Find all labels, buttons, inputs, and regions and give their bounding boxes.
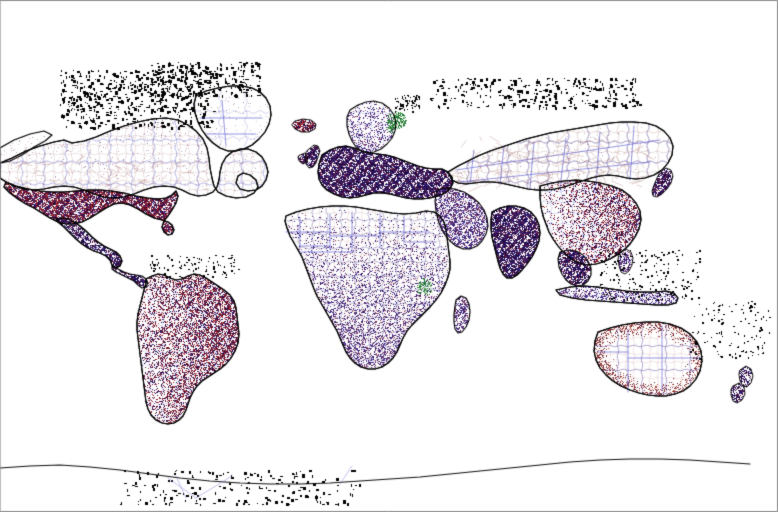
map-viewport[interactable] — [0, 0, 778, 512]
world-map-vector-overlay — [0, 0, 778, 512]
world-map-raster[interactable] — [0, 0, 778, 512]
